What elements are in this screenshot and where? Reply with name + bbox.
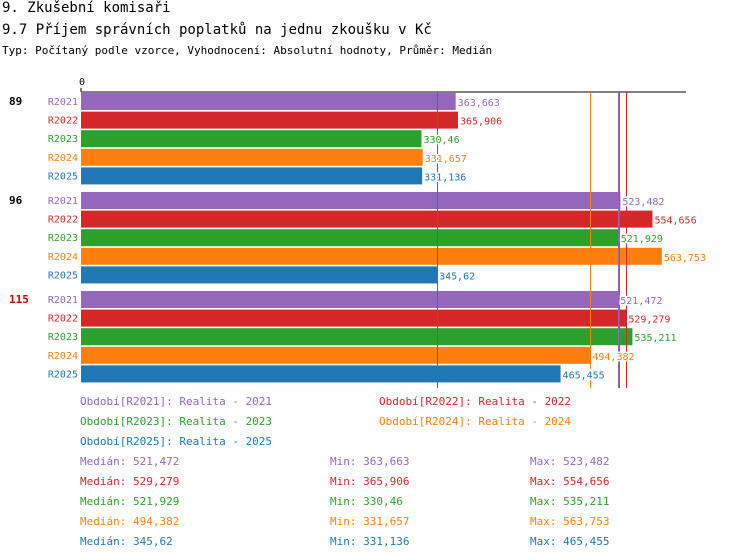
series-tick-label: R2024 (48, 351, 78, 362)
legend-min: Min: 330,46 (330, 495, 403, 508)
series-tick-label: R2021 (48, 295, 78, 306)
series-tick-label: R2025 (48, 270, 78, 281)
series-tick-label: R2023 (48, 233, 78, 244)
series-tick-label: R2021 (48, 196, 78, 207)
data-label: 521,929 (621, 234, 663, 245)
series-tick-label: R2023 (48, 332, 78, 343)
bar (81, 346, 591, 364)
bar (81, 229, 619, 247)
bar (81, 192, 621, 209)
legend-period: Období[R2024]: Realita - 2024 (379, 415, 572, 428)
bar (81, 210, 653, 228)
legend-min: Min: 365,906 (330, 475, 410, 488)
group-label: 89 (9, 95, 22, 108)
data-label: 494,382 (592, 352, 634, 363)
legend-max: Max: 554,656 (530, 475, 610, 488)
data-label: 521,472 (620, 296, 662, 307)
bar (81, 167, 423, 185)
data-label: 563,753 (664, 253, 706, 264)
series-tick-label: R2022 (48, 314, 78, 325)
data-label: 529,279 (628, 315, 670, 326)
chart-title: 9.7 Příjem správních poplatků na jednu z… (2, 22, 432, 38)
data-label: 331,136 (424, 172, 466, 183)
data-label: 330,46 (423, 135, 459, 146)
data-label: 331,657 (425, 154, 467, 165)
series-tick-label: R2022 (48, 116, 78, 127)
legend-period: Období[R2021]: Realita - 2021 (80, 395, 273, 408)
bar (81, 247, 662, 265)
legend-max: Max: 563,753 (530, 515, 610, 528)
legend-min: Min: 363,663 (330, 455, 410, 468)
series-tick-label: R2025 (48, 369, 78, 380)
data-label: 363,663 (458, 98, 500, 109)
series-tick-label: R2025 (48, 171, 78, 182)
bar (81, 291, 619, 308)
series-tick-label: R2024 (48, 153, 78, 164)
legend-period: Období[R2025]: Realita - 2025 (80, 435, 273, 448)
legend-period: Období[R2023]: Realita - 2023 (80, 415, 273, 428)
bar (81, 130, 422, 148)
series-tick-label: R2023 (48, 134, 78, 145)
data-label: 365,906 (460, 117, 502, 128)
data-label: 523,482 (622, 197, 664, 208)
group-label: 96 (9, 194, 23, 207)
x-tick-label: 0 (79, 77, 85, 88)
data-label: 554,656 (654, 216, 696, 227)
bar (81, 365, 561, 383)
group-label: 115 (9, 293, 29, 306)
chart-subtitle: Typ: Počítaný podle vzorce, Vyhodnocení:… (2, 44, 493, 57)
series-tick-label: R2022 (48, 215, 78, 226)
bar (81, 111, 458, 129)
section-title: 9. Zkušební komisaři (2, 0, 171, 16)
data-label: 465,455 (563, 370, 605, 381)
bar (81, 328, 633, 346)
legend-min: Min: 331,136 (330, 535, 410, 548)
legend-period: Období[R2022]: Realita - 2022 (379, 395, 572, 408)
legend-max: Max: 523,482 (530, 455, 610, 468)
data-label: 535,211 (634, 333, 676, 344)
legend-median: Medián: 521,929 (80, 495, 180, 508)
series-tick-label: R2024 (48, 252, 78, 263)
legend-median: Medián: 521,472 (80, 455, 180, 468)
legend-min: Min: 331,657 (330, 515, 410, 528)
bar (81, 266, 438, 284)
legend-max: Max: 465,455 (530, 535, 610, 548)
legend-median: Medián: 494,382 (80, 515, 180, 528)
bar (81, 148, 423, 166)
series-tick-label: R2021 (48, 97, 78, 108)
legend-median: Medián: 529,279 (80, 475, 180, 488)
bar (81, 93, 456, 110)
legend-median: Medián: 345,62 (80, 535, 173, 548)
bar (81, 309, 627, 327)
data-label: 345,62 (439, 271, 475, 282)
legend-max: Max: 535,211 (530, 495, 610, 508)
